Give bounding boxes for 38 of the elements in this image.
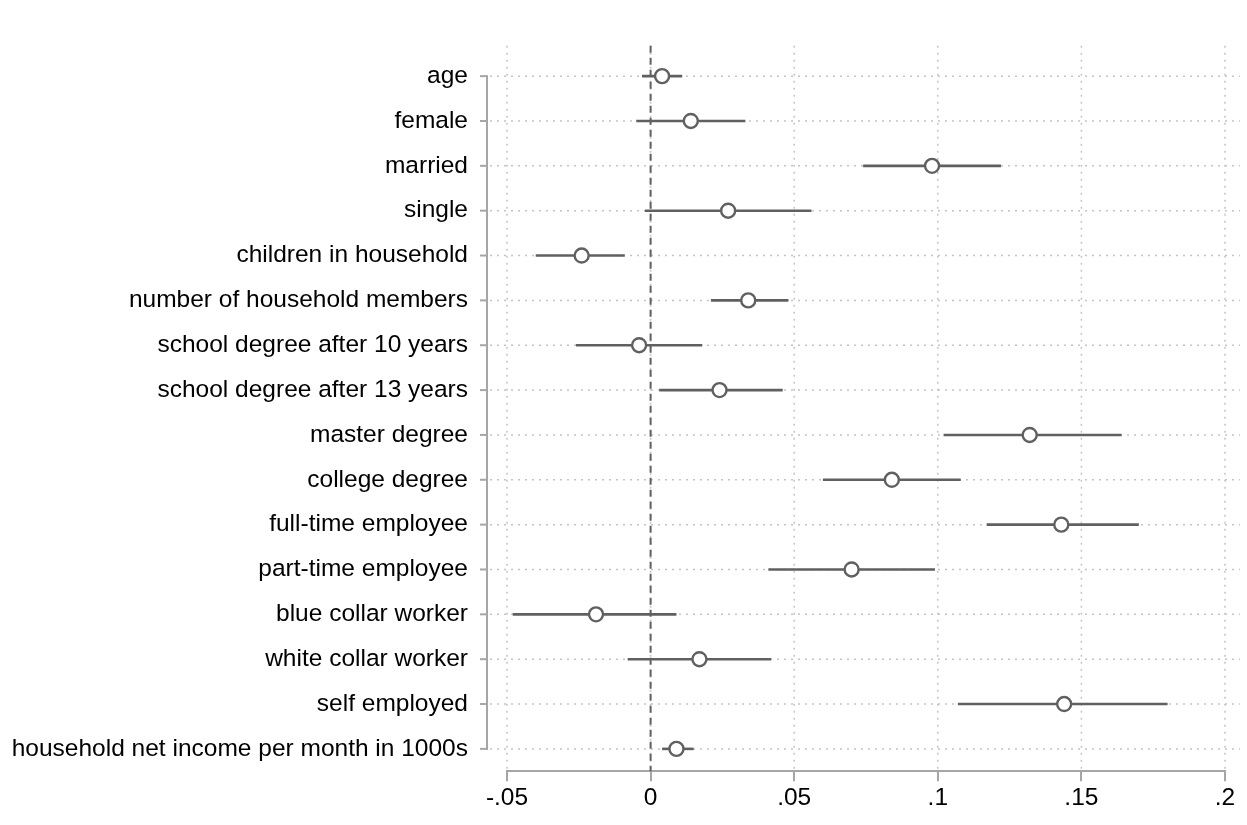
- point: [711, 381, 728, 399]
- point: [719, 202, 737, 219]
- y-tick-label: school degree after 13 years: [157, 374, 468, 402]
- point: [843, 561, 860, 578]
- x-tick-label: .15: [1064, 782, 1099, 810]
- point: [587, 606, 605, 623]
- y-tick-label: married: [384, 150, 468, 178]
- point: [1055, 695, 1073, 713]
- y-tick-label: full-time employee: [269, 509, 468, 537]
- y-tick-label: college degree: [307, 464, 468, 492]
- x-tick-label: -.05: [485, 782, 529, 810]
- point: [883, 471, 901, 488]
- point: [682, 112, 700, 130]
- x-tick-label: .1: [927, 782, 949, 810]
- y-tick-label: single: [403, 195, 468, 223]
- point: [1021, 426, 1038, 444]
- y-tick-label: white collar worker: [264, 643, 468, 671]
- x-tick-label: .05: [777, 782, 812, 810]
- x-tick-label: .2: [1214, 782, 1236, 810]
- point: [653, 67, 671, 85]
- y-tick-label: number of household members: [128, 285, 468, 313]
- point: [573, 247, 590, 264]
- y-tick-label: female: [394, 105, 468, 133]
- x-tick-label: 0: [643, 782, 658, 810]
- y-tick-label: self employed: [316, 688, 468, 716]
- point: [923, 157, 941, 175]
- point: [668, 740, 685, 758]
- y-tick-label: blue collar worker: [276, 599, 468, 627]
- point: [691, 650, 708, 668]
- y-tick-label: school degree after 10 years: [157, 329, 468, 357]
- point: [630, 337, 648, 354]
- point: [740, 292, 757, 309]
- y-tick-label: master degree: [310, 419, 468, 447]
- y-tick-label: children in household: [236, 240, 468, 268]
- y-tick-label: part-time employee: [258, 554, 468, 582]
- point: [1053, 516, 1070, 533]
- y-tick-label: age: [427, 60, 468, 88]
- y-tick-label: household net income per month in 1000s: [11, 733, 468, 761]
